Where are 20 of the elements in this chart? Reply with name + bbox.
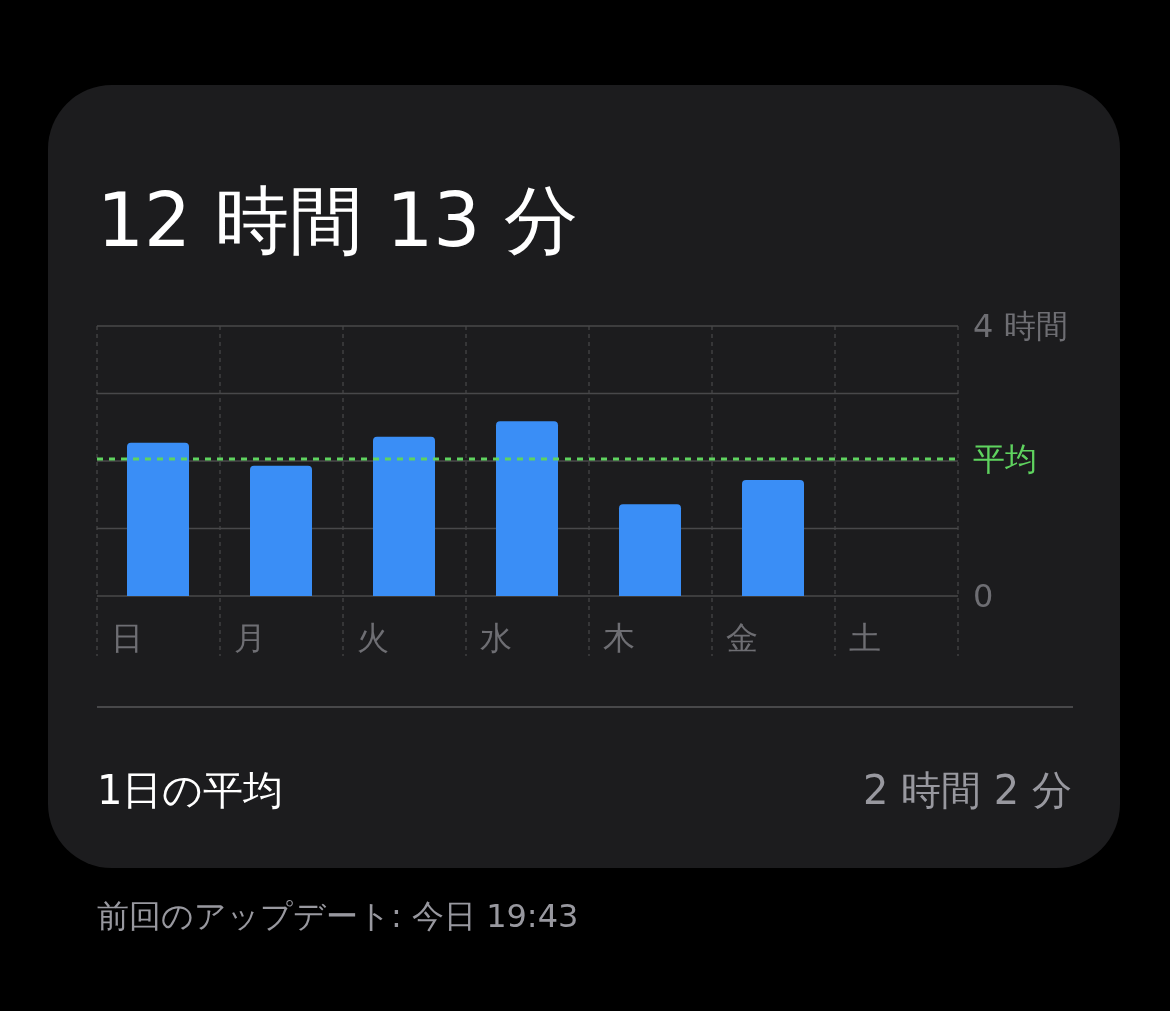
- text: 1日の平均: [97, 767, 284, 813]
- text: 前回のアップデート: 今日 19:43: [97, 897, 579, 935]
- x-tick-label: 土: [849, 619, 881, 657]
- text: 2 時間 2 分: [862, 767, 1072, 813]
- bar: [373, 436, 435, 596]
- x-tick-label: 月: [234, 619, 266, 657]
- y-tick-label: 4 時間: [973, 307, 1068, 345]
- x-tick-label: 水: [480, 619, 512, 657]
- ref-line-label: 平均: [973, 439, 1037, 478]
- text: 12 時間 13 分: [97, 177, 578, 263]
- y-tick-label: 0: [973, 577, 994, 615]
- bar: [619, 504, 681, 596]
- bar: [742, 479, 804, 596]
- x-tick-label: 日: [111, 619, 143, 657]
- x-tick-label: 金: [726, 619, 758, 657]
- bar: [250, 465, 312, 596]
- x-tick-label: 木: [603, 619, 635, 657]
- bar: [127, 442, 189, 596]
- bar: [496, 421, 558, 596]
- x-tick-label: 火: [357, 619, 389, 657]
